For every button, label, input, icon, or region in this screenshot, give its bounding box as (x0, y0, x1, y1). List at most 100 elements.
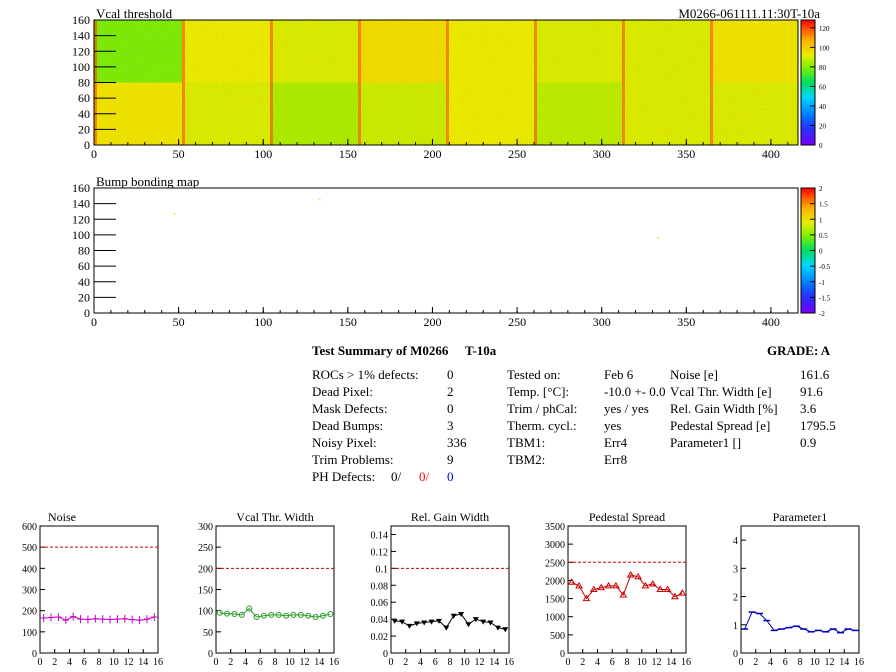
noise-x-tick-label: 8 (97, 657, 102, 668)
bump-color-scale-label: 1 (819, 216, 823, 224)
vcal-thr-width-data-point (283, 612, 290, 619)
rel-gain-width-data-point (413, 621, 420, 627)
pedestal-spread-data-point (604, 581, 613, 589)
bump-y-tick-label: 80 (78, 244, 90, 258)
bump-x-tick-label: 250 (508, 315, 526, 329)
pedestal-spread-marker (604, 581, 613, 589)
noise-y-tick-label: 300 (22, 586, 37, 597)
bump-color-scale-label: 0.5 (819, 232, 828, 240)
vcal-color-scale-label: 0 (819, 142, 823, 150)
parameter1-x-tick-label: 6 (783, 657, 788, 668)
pedestal-spread-data-point (567, 578, 576, 585)
roc-edge-column (446, 82, 449, 145)
pedestal-spread-marker (663, 585, 672, 592)
noise-y-tick-label: 600 (22, 522, 37, 533)
pedestal-spread-data-point (678, 589, 687, 596)
rel-gain-width-title: Rel. Gain Width (411, 510, 489, 524)
vcal-thr-width-x-tick-label: 6 (258, 657, 263, 668)
roc-cell-texture (446, 82, 534, 145)
vcal-thr-width-data-point (327, 611, 334, 618)
pedestal-spread-data-point (663, 585, 672, 592)
vcal-thr-width-x-tick-label: 8 (273, 657, 278, 668)
pedestal-spread-marker (671, 592, 679, 600)
vcal-thr-width-marker (305, 612, 312, 619)
roc-edge-column (622, 82, 625, 145)
vcal-y-tick-label: 100 (72, 60, 90, 74)
vcal-thr-width-data-point (216, 609, 223, 616)
roc-edge-column (182, 82, 185, 145)
vcal-thr-width-series-line (219, 607, 331, 618)
pedestal-spread-title: Pedestal Spread (589, 510, 665, 524)
parameter1-x-tick-label: 0 (739, 657, 744, 668)
roc-edge-column (270, 82, 273, 145)
noise-data-point (151, 613, 158, 622)
rel-gain-width-y-tick-label: 0.1 (376, 564, 389, 575)
vcal-thr-width-marker (253, 614, 260, 621)
parameter1-y-tick-label: 4 (733, 536, 738, 547)
vcal-thr-width-marker (231, 611, 238, 618)
bump-x-tick-label: 300 (593, 315, 611, 329)
vcal-y-tick-label: 120 (72, 44, 90, 58)
bump-defect-point (319, 198, 321, 201)
rel-gain-width-marker (428, 619, 435, 625)
roc-cell-texture (182, 82, 270, 145)
vcal-y-tick-label: 160 (72, 13, 90, 27)
vcal-threshold-map (94, 20, 798, 145)
vcal-x-tick-label: 50 (173, 147, 185, 161)
noise-x-tick-label: 14 (138, 657, 148, 668)
roc-cell-texture (358, 20, 446, 83)
vcal-color-scale-label: 100 (819, 44, 830, 52)
rel-gain-width-marker (458, 612, 465, 618)
pedestal-spread-data-point (589, 585, 598, 592)
roc-cell-texture (622, 20, 710, 83)
roc-cell-texture (358, 82, 446, 145)
roc-edge-column (270, 20, 273, 83)
roc-cell-texture (270, 20, 358, 83)
vcal-thr-width-data-point (297, 611, 304, 618)
rel-gain-width-marker (406, 623, 413, 629)
pedestal-spread-marker (597, 583, 606, 591)
bump-color-scale-label: -2 (819, 310, 825, 318)
bump-y-tick-label: 40 (78, 275, 90, 289)
noise-y-tick-label: 0 (32, 649, 37, 660)
vcal-thr-width-data-point (312, 614, 319, 621)
pedestal-spread-y-tick-label: 3500 (545, 522, 565, 533)
pedestal-spread-marker (626, 571, 635, 578)
vcal-thr-width-marker (224, 610, 231, 617)
parameter1-series-line (744, 611, 856, 634)
rel-gain-width-x-tick-label: 2 (403, 657, 408, 668)
roc-cell-texture (534, 82, 622, 145)
pedestal-spread-marker (641, 581, 650, 589)
noise-y-tick-label: 100 (22, 628, 37, 639)
pedestal-spread-marker (678, 589, 687, 596)
pedestal-spread-x-tick-label: 4 (595, 657, 600, 668)
pedestal-spread-marker (589, 585, 598, 592)
vcal-thr-width-y-tick-label: 0 (208, 649, 213, 660)
rel-gain-width-y-tick-label: 0.12 (371, 547, 389, 558)
vcal-thr-width-data-point (238, 611, 245, 618)
pedestal-spread-data-point (634, 572, 642, 580)
rel-gain-width-data-point (465, 622, 472, 628)
pedestal-spread-marker (619, 590, 628, 598)
noise-data-point (55, 613, 62, 622)
noise-frame (39, 525, 159, 654)
pedestal-spread-y-tick-label: 0 (560, 649, 565, 660)
roc-edge-column (182, 20, 185, 83)
rel-gain-width-data-point (406, 623, 413, 629)
noise-data-point (70, 612, 77, 621)
rel-gain-width-marker (472, 617, 479, 623)
parameter1-x-tick-label: 8 (798, 657, 803, 668)
vcal-thr-width-y-tick-label: 100 (198, 607, 213, 618)
noise-data-point (77, 615, 84, 624)
vcal-thr-width-marker (268, 611, 275, 618)
vcal-thr-width-data-point (290, 611, 297, 618)
roc-edge-column (622, 20, 625, 83)
rel-gain-width-marker (494, 625, 501, 631)
pedestal-spread-marker (612, 581, 620, 589)
pedestal-spread-marker (656, 585, 665, 592)
roc-edge-column (358, 82, 361, 145)
rel-gain-width-y-tick-label: 0.08 (371, 581, 389, 592)
pedestal-spread-x-tick-label: 2 (580, 657, 585, 668)
pedestal-spread-series-line (571, 574, 683, 600)
